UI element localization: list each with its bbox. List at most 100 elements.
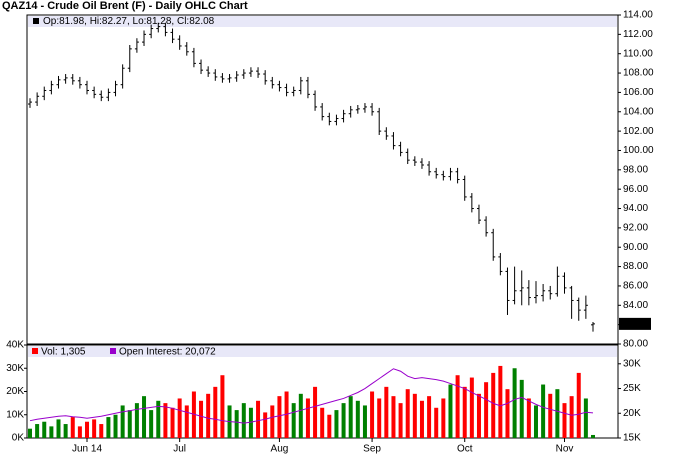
volume-bar [184, 405, 189, 438]
legend-swatch [32, 348, 38, 354]
volume-bar [498, 365, 503, 438]
volume-bar [533, 405, 538, 438]
y-tick-label: 112.00 [623, 29, 653, 40]
volume-bar [427, 396, 432, 438]
volume-bar [562, 403, 567, 438]
volume-bar [113, 414, 118, 438]
volume-bar [305, 398, 310, 438]
volume-bar [49, 426, 54, 438]
last-price-flag [619, 317, 651, 330]
volume-bar [199, 400, 204, 438]
volume-bar [405, 389, 410, 438]
x-tick-label: Nov [556, 444, 574, 455]
volume-bar [134, 403, 139, 438]
volume-bar [56, 419, 61, 438]
chart-title: QAZ14 - Crude Oil Brent (F) - Daily OHLC… [2, 0, 248, 12]
volume-bar [120, 405, 125, 438]
volume-bar [220, 375, 225, 438]
legend-text: Op:81.98, Hi:82.27, Lo:81.28, Cl:82.08 [43, 16, 215, 27]
y-tick-label: 0K [12, 433, 25, 444]
volume-bar [177, 398, 182, 438]
volume-bar [341, 403, 346, 438]
volume-bar [241, 403, 246, 438]
y2-tick-label: 20K [623, 408, 641, 419]
volume-bar [127, 410, 132, 438]
x-tick-label: Sep [363, 444, 381, 455]
y-tick-label: 84.00 [623, 300, 648, 311]
last-price-label: 82.08 [621, 319, 646, 330]
legend-swatch [33, 18, 39, 24]
volume-bar [270, 405, 275, 438]
y2-tick-label: 15K [623, 433, 641, 444]
legend-strip [28, 346, 617, 357]
y-tick-label: 20K [6, 386, 24, 397]
volume-bar [63, 424, 68, 438]
legend-swatch [110, 348, 116, 354]
volume-bar [512, 368, 517, 438]
x-tick-label: Oct [457, 444, 473, 455]
y-tick-label: 96.00 [623, 184, 648, 195]
volume-bar [455, 375, 460, 438]
volume-bar [555, 389, 560, 438]
volume-bar [469, 377, 474, 438]
volume-bar [163, 403, 168, 438]
volume-bar [448, 384, 453, 438]
volume-bar [541, 384, 546, 438]
volume-bar [441, 398, 446, 438]
y-tick-label: 80.00 [623, 339, 648, 350]
volume-bar [398, 403, 403, 438]
volume-bar [156, 400, 161, 438]
y-tick-label: 86.00 [623, 281, 648, 292]
x-tick-label: Jul [173, 444, 186, 455]
y-tick-label: 108.00 [623, 68, 654, 79]
volume-bar [213, 386, 218, 438]
y-tick-label: 88.00 [623, 261, 648, 272]
volume-bar [277, 396, 282, 438]
y-tick-label: 92.00 [623, 223, 648, 234]
volume-bar [384, 386, 389, 438]
volume-bar [248, 407, 253, 438]
volume-bar [99, 424, 104, 438]
volume-bar [391, 396, 396, 438]
volume-bar [526, 398, 531, 438]
volume-bar [355, 400, 360, 438]
price-panel [26, 14, 619, 345]
legend-text: Vol: 1,305 [41, 347, 86, 358]
volume-bar [28, 428, 32, 438]
volume-bar [377, 398, 382, 438]
volume-bar [434, 407, 439, 438]
volume-bar [42, 421, 47, 438]
y-tick-label: 40K [6, 340, 24, 351]
volume-bar [370, 391, 375, 438]
y-tick-label: 106.00 [623, 87, 654, 98]
volume-bar [334, 410, 339, 438]
volume-bar [106, 417, 111, 438]
x-tick-label: Jun 14 [72, 444, 102, 455]
volume-bar [576, 372, 581, 438]
y2-tick-label: 25K [623, 383, 641, 394]
volume-bar [548, 393, 553, 438]
volume-bar [462, 386, 467, 438]
volume-bar [234, 410, 239, 438]
legend-strip [28, 16, 617, 27]
volume-bar [35, 424, 40, 438]
volume-bar [476, 393, 481, 438]
volume-bar [170, 407, 175, 438]
y-tick-label: 102.00 [623, 126, 654, 137]
volume-bar [412, 393, 417, 438]
volume-bar [362, 405, 367, 438]
volume-bar [206, 393, 211, 438]
volume-bar [291, 403, 296, 438]
volume-bar [85, 421, 90, 438]
y-tick-label: 98.00 [623, 164, 648, 175]
volume-bar [92, 419, 97, 438]
volume-bar [320, 407, 325, 438]
y-tick-label: 100.00 [623, 145, 654, 156]
volume-bar [70, 417, 75, 438]
y-tick-label: 30K [6, 363, 24, 374]
open-interest-line [29, 368, 594, 424]
volume-bar [484, 382, 489, 438]
y2-tick-label: 30K [623, 358, 641, 369]
volume-bar [505, 389, 510, 438]
